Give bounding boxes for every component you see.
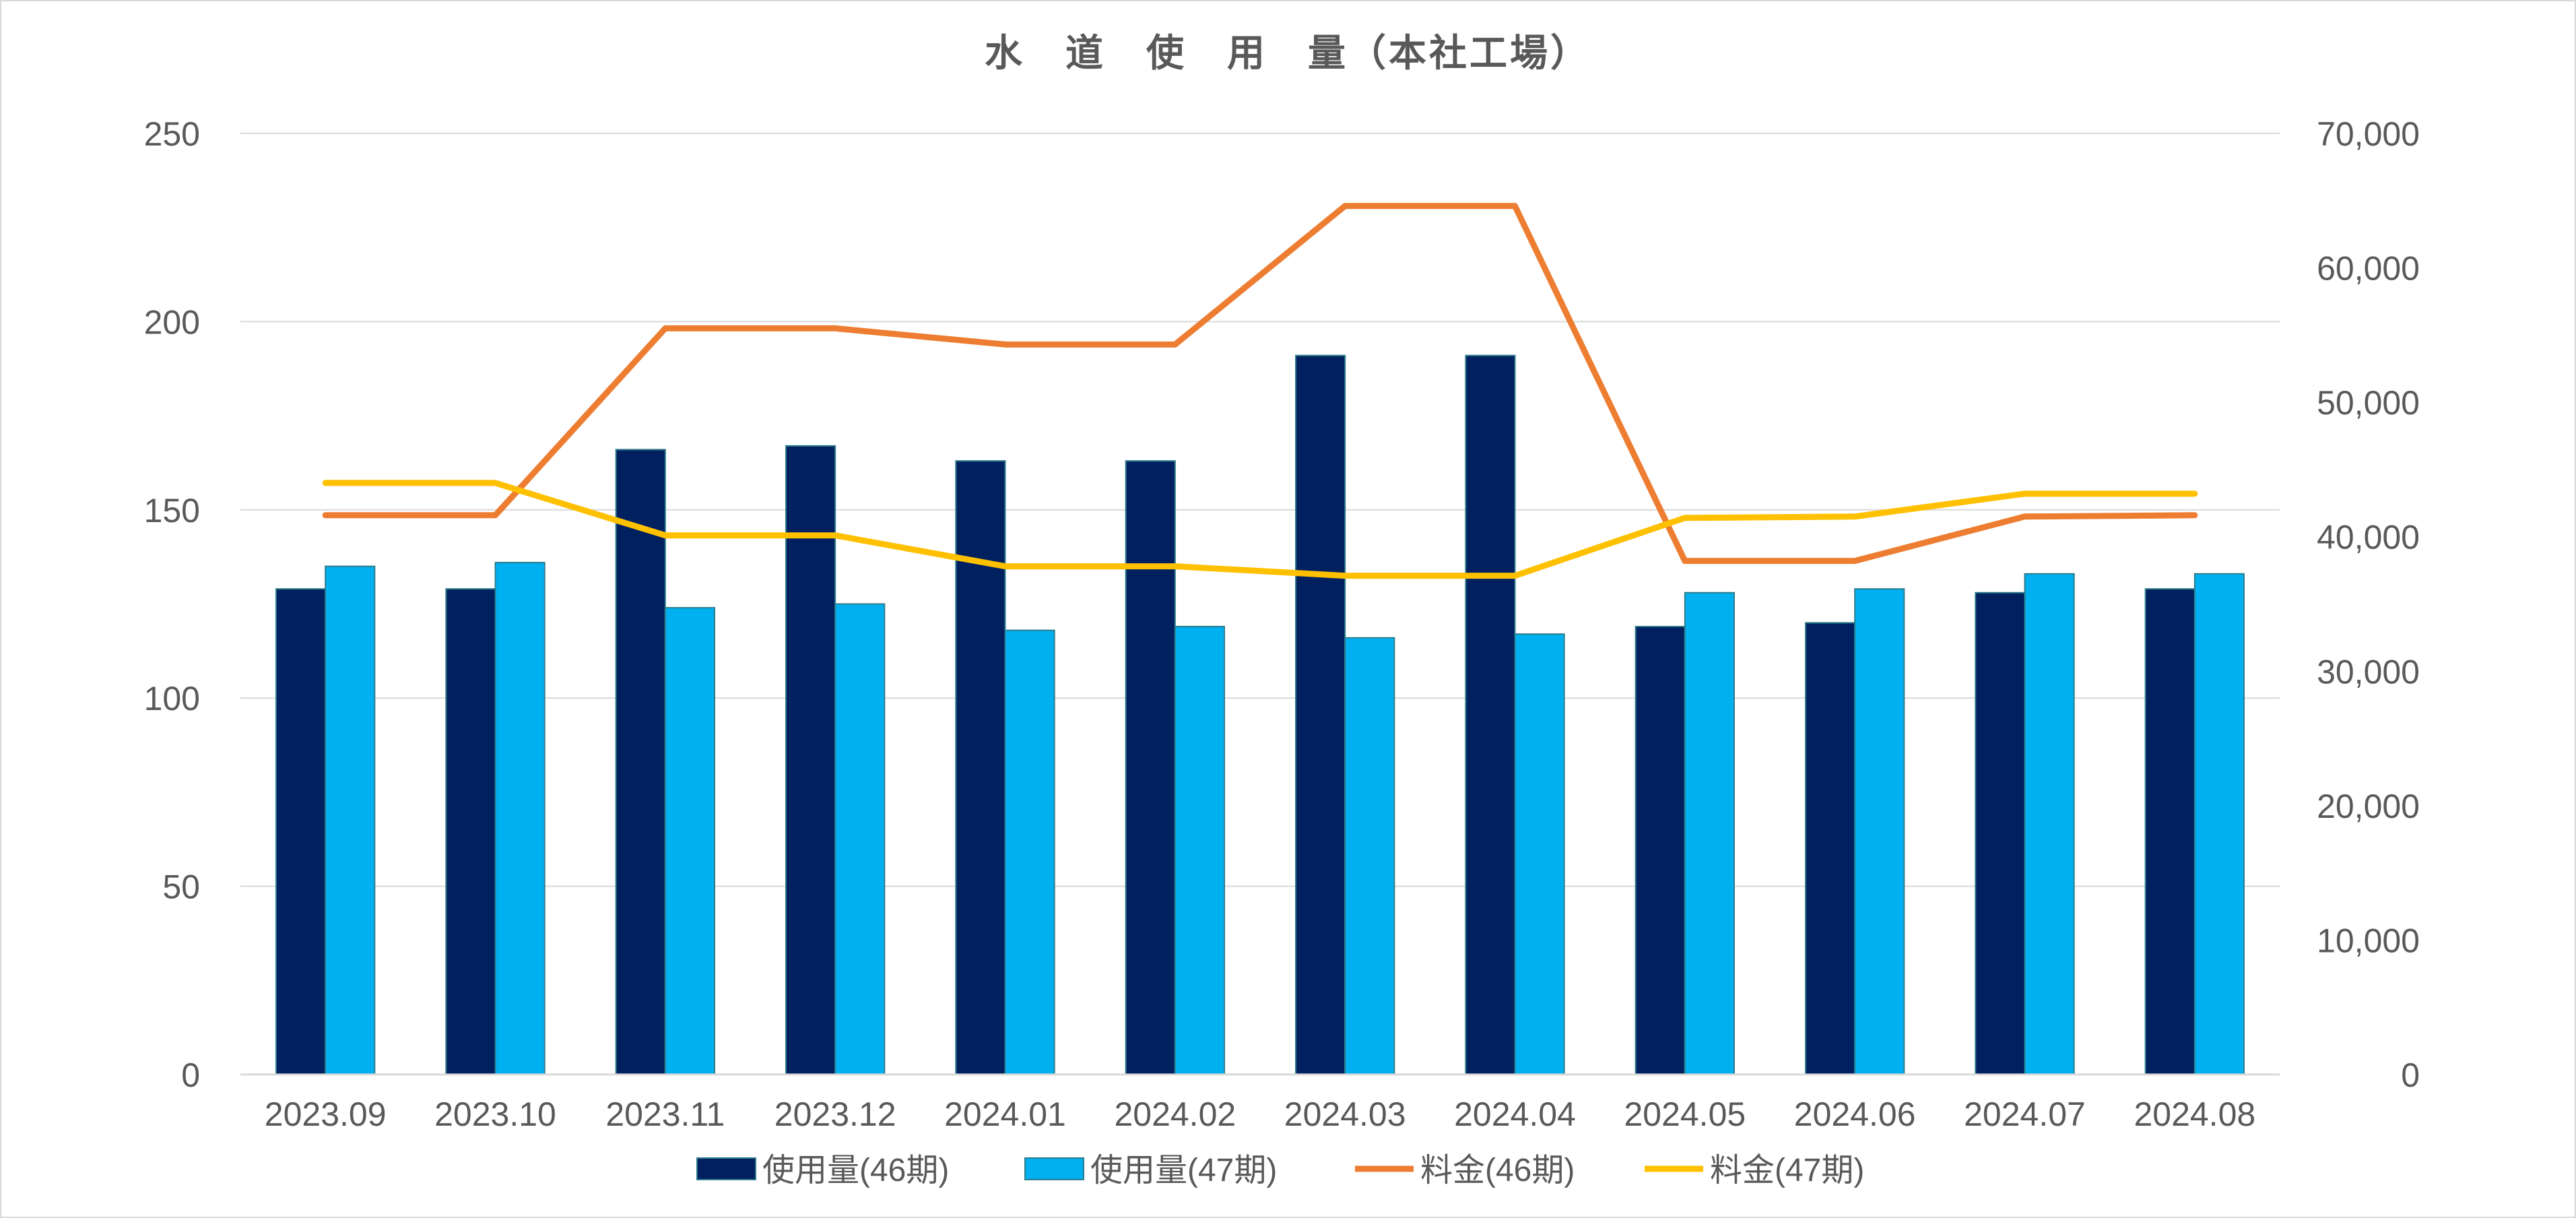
left-tick-label: 100: [144, 680, 200, 717]
right-tick-label: 0: [2401, 1056, 2420, 1094]
right-tick-label: 50,000: [2317, 384, 2420, 422]
left-tick-label: 50: [162, 868, 200, 906]
legend-label: 使用量(47期): [1090, 1153, 1277, 1188]
right-tick-label: 10,000: [2317, 922, 2420, 959]
bar-46: [2144, 588, 2195, 1075]
bar-47: [834, 603, 886, 1075]
bar-46: [1804, 622, 1856, 1075]
legend-label: 使用量(46期): [762, 1153, 949, 1188]
bar-47: [1174, 626, 1226, 1075]
x-tick-label: 2024.08: [2134, 1095, 2255, 1133]
bar-47: [1854, 588, 1905, 1075]
bar-46: [1294, 354, 1346, 1075]
bar-46: [615, 449, 666, 1075]
bar-46: [785, 445, 836, 1075]
x-tick-label: 2024.04: [1454, 1095, 1576, 1133]
x-tick-label: 2024.07: [1964, 1095, 2086, 1133]
left-tick-label: 150: [144, 492, 200, 530]
bar-47: [494, 562, 546, 1075]
bar-46: [445, 588, 496, 1075]
bar-47: [1004, 629, 1055, 1075]
bar-46: [1125, 460, 1176, 1075]
price-line-47: [322, 480, 2198, 579]
left-tick-label: 200: [144, 303, 200, 341]
legend-label: 料金(47期): [1710, 1153, 1864, 1188]
bars: [275, 354, 2245, 1075]
right-tick-label: 30,000: [2317, 653, 2420, 691]
x-tick-label: 2024.01: [944, 1095, 1066, 1133]
bar-46: [1465, 354, 1516, 1075]
bar-47: [1684, 591, 1736, 1075]
left-tick-label: 0: [181, 1056, 200, 1094]
chart-title: 水 道 使 用 量（本社工場）: [985, 32, 1591, 74]
right-tick-label: 40,000: [2317, 519, 2420, 556]
right-axis: 0 10,000 20,000 30,000 40,000 50,000 60,000 70,…: [2317, 115, 2420, 1094]
legend-label: 料金(46期): [1420, 1153, 1575, 1188]
legend-swatch-bar: [1024, 1157, 1084, 1180]
left-tick-label: 250: [144, 115, 200, 153]
x-tick-label: 2024.05: [1624, 1095, 1746, 1133]
x-axis: 2023.09 2023.10 2023.11 2023.12 2024.01 2024.…: [240, 1073, 2280, 1133]
bar-47: [1514, 633, 1565, 1075]
price-line-46: [322, 203, 2198, 565]
bar-46: [1634, 626, 1686, 1075]
bar-47: [1344, 637, 1395, 1075]
x-tick-label: 2023.09: [265, 1095, 387, 1133]
x-tick-label: 2024.03: [1284, 1095, 1406, 1133]
x-tick-label: 2024.02: [1114, 1095, 1236, 1133]
bar-47: [2193, 573, 2245, 1075]
legend: 使用量(46期) 使用量(47期) 料金(46期) 料金(47期): [696, 1153, 1864, 1188]
left-axis: 0 50 100 150 200 250: [144, 115, 200, 1094]
x-tick-label: 2023.11: [605, 1095, 725, 1133]
x-tick-label: 2023.12: [774, 1095, 896, 1133]
right-tick-label: 20,000: [2317, 788, 2420, 825]
legend-swatch-bar: [696, 1157, 756, 1180]
bar-47: [325, 565, 376, 1075]
price-lines: [322, 203, 2198, 579]
bar-46: [955, 460, 1006, 1075]
bar-46: [1975, 591, 2026, 1075]
right-tick-label: 60,000: [2317, 250, 2420, 288]
x-tick-label: 2024.06: [1794, 1095, 1916, 1133]
bar-47: [664, 607, 716, 1075]
bar-47: [2024, 573, 2075, 1075]
bar-46: [275, 588, 327, 1075]
right-tick-label: 70,000: [2317, 115, 2420, 153]
x-tick-label: 2023.10: [434, 1095, 556, 1133]
